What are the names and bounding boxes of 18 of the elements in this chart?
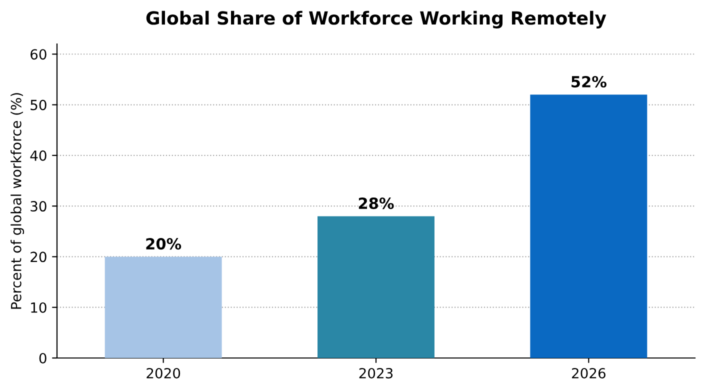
y-tick-label: 10	[31, 302, 46, 313]
bar	[104, 256, 222, 358]
y-tick-label: 20	[30, 252, 46, 262]
x-tick-label: 2020	[146, 368, 180, 378]
y-axis-title: Percent of global workforce (%)	[10, 93, 24, 309]
data-label: 28%	[358, 198, 394, 210]
chart-title: Global Share of Workforce Working Remotely	[146, 10, 606, 28]
data-label: 20%	[146, 238, 182, 250]
bar	[318, 216, 434, 358]
x-tick-label: 2023	[359, 368, 393, 378]
y-tick-label: 50	[30, 100, 46, 110]
bar	[530, 94, 648, 358]
x-tick-label: 2026	[572, 368, 606, 378]
y-tick-label: 60	[30, 49, 46, 60]
y-tick-label: 40	[30, 150, 46, 161]
y-tick-label: 30	[30, 201, 46, 212]
y-tick-label: 0	[39, 352, 46, 364]
data-label: 52%	[572, 76, 606, 88]
